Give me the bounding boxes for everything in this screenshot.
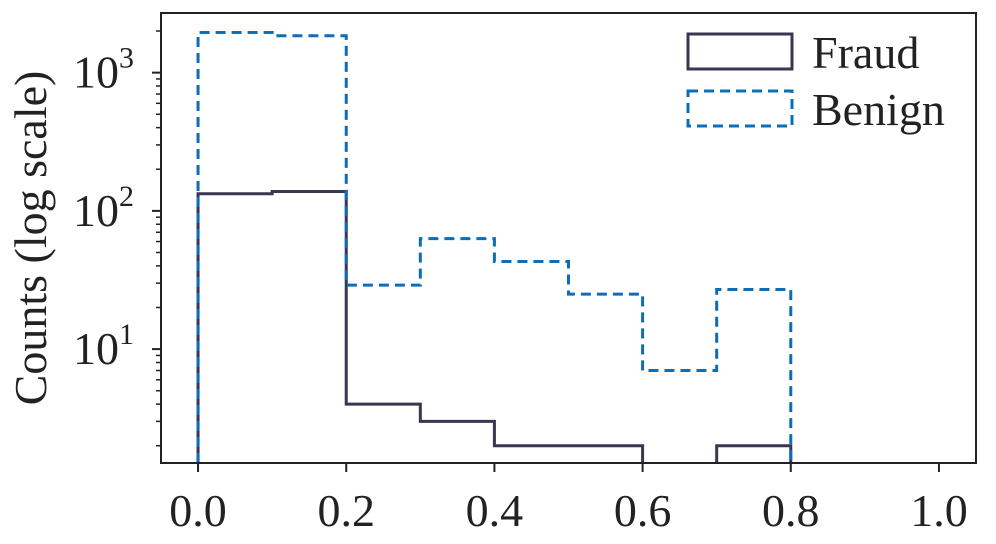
plot-frame	[160, 12, 977, 464]
y-tick-label: 103	[73, 42, 134, 98]
legend-swatch-fraud	[686, 32, 794, 71]
legend-swatch-benign	[686, 89, 794, 128]
x-axis: 0.0 0.2 0.4 0.6 0.8 1.0	[169, 463, 968, 536]
x-tick-label: 0.4	[466, 485, 524, 536]
legend-label-fraud: Fraud	[812, 27, 919, 78]
y-tick-exponent: 1	[119, 318, 134, 351]
x-tick-label: 0.6	[614, 485, 672, 536]
y-tick-exponent: 2	[119, 180, 134, 213]
y-axis: 101 102 103	[73, 30, 161, 447]
legend-label-benign: Benign	[812, 84, 945, 135]
y-tick-label: 102	[73, 180, 134, 236]
series-fraud-step-line	[196, 190, 793, 463]
y-tick-exponent: 3	[119, 42, 134, 75]
series-layer	[196, 31, 793, 463]
series-benign-step-line	[196, 31, 793, 463]
x-tick-label: 1.0	[910, 485, 968, 536]
x-tick-label: 0.0	[169, 485, 227, 536]
y-axis-title: Counts (log scale)	[5, 71, 56, 406]
y-tick-label: 101	[73, 318, 134, 374]
x-tick-label: 0.2	[317, 485, 375, 536]
x-tick-label: 0.8	[762, 485, 820, 536]
legend: Fraud Benign	[686, 27, 945, 135]
